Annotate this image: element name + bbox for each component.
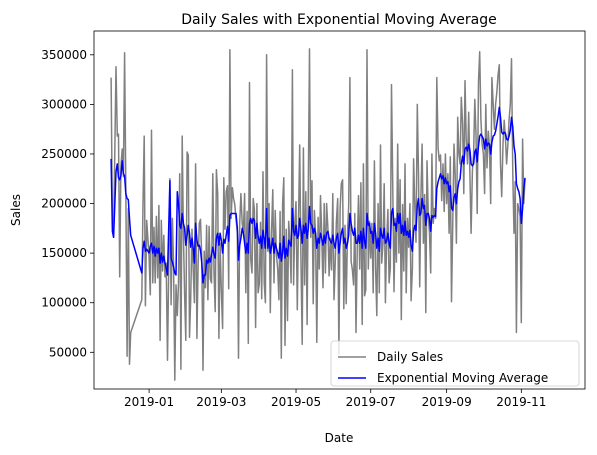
x-axis-label: Date	[325, 431, 354, 445]
legend-label-daily-sales: Daily Sales	[377, 350, 443, 364]
x-tick-label: 2019-01	[124, 395, 174, 409]
y-tick-label: 100000	[41, 296, 87, 310]
x-axis: 2019-01 2019-03 2019-05 2019-07 2019-09 2019-…	[124, 389, 546, 409]
x-tick-label: 2019-05	[271, 395, 321, 409]
chart-title: Daily Sales with Exponential Moving Aver…	[181, 12, 497, 28]
legend: Daily Sales Exponential Moving Average	[330, 340, 580, 387]
y-tick-label: 200000	[41, 197, 87, 211]
series-line-exponential-moving-average	[110, 106, 526, 284]
series-layer	[110, 48, 526, 381]
y-tick-label: 150000	[41, 246, 87, 260]
y-tick-label: 250000	[41, 147, 87, 161]
y-tick-label: 50000	[49, 345, 87, 359]
y-axis: 50000 100000 150000 200000 250000 300000 35000…	[41, 48, 94, 359]
y-axis-label: Sales	[9, 194, 23, 226]
x-tick-label: 2019-03	[196, 395, 246, 409]
x-tick-label: 2019-07	[346, 395, 396, 409]
plot-frame	[93, 30, 586, 390]
x-tick-label: 2019-11	[496, 395, 546, 409]
y-tick-label: 350000	[41, 48, 87, 62]
legend-box	[330, 340, 580, 387]
x-tick-label: 2019-09	[422, 395, 472, 409]
plot-area	[93, 30, 586, 390]
legend-label-ema: Exponential Moving Average	[377, 371, 548, 385]
y-tick-label: 300000	[41, 97, 87, 111]
